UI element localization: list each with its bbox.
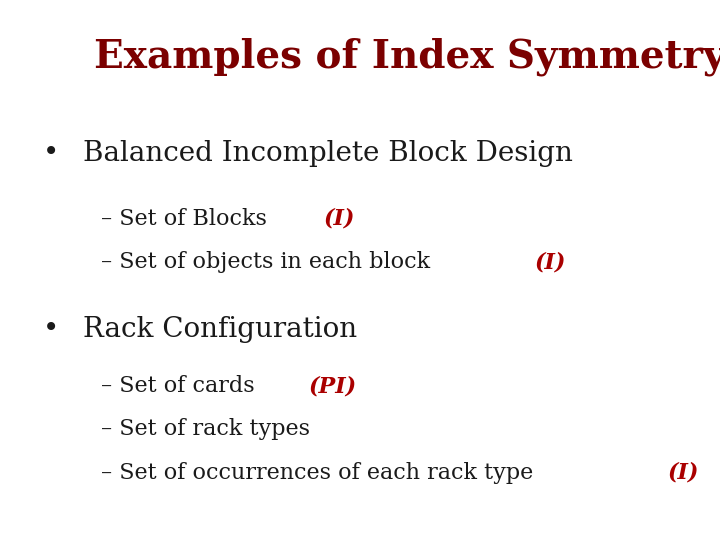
Text: Balanced Incomplete Block Design: Balanced Incomplete Block Design — [83, 140, 572, 167]
Text: – Set of occurrences of each rack type: – Set of occurrences of each rack type — [101, 462, 540, 484]
Text: – Set of objects in each block: – Set of objects in each block — [101, 251, 437, 273]
Text: •: • — [43, 316, 60, 343]
Text: – Set of cards: – Set of cards — [101, 375, 261, 397]
Text: (I): (I) — [324, 208, 356, 230]
Text: •: • — [43, 140, 60, 167]
Text: (I): (I) — [535, 251, 566, 273]
Text: – Set of Blocks: – Set of Blocks — [101, 208, 274, 230]
Text: – Set of rack types: – Set of rack types — [101, 418, 310, 441]
Text: Examples of Index Symmetry: Examples of Index Symmetry — [94, 38, 720, 76]
Text: (PI): (PI) — [308, 375, 356, 397]
Text: Rack Configuration: Rack Configuration — [83, 316, 357, 343]
Text: (I): (I) — [667, 462, 699, 484]
